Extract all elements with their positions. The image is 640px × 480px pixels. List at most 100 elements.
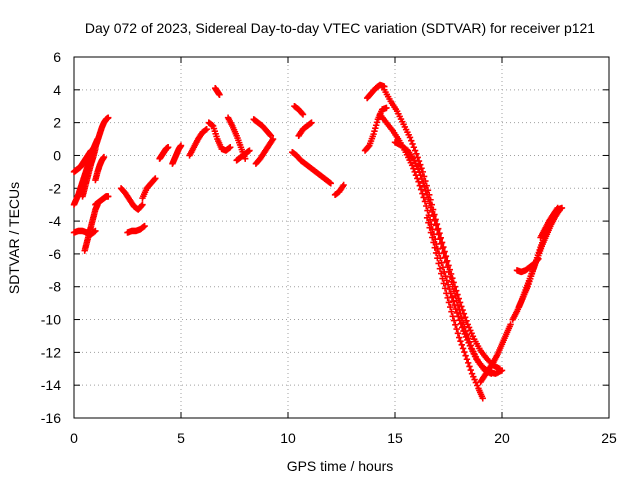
data-point <box>416 182 424 189</box>
data-point <box>425 219 432 226</box>
series-arc12 <box>156 144 172 162</box>
y-tick-label: -4 <box>49 213 62 229</box>
data-point <box>535 255 542 263</box>
data-point <box>418 175 426 183</box>
data-point <box>454 330 462 337</box>
data-point <box>463 331 471 338</box>
y-tick-label: 0 <box>53 147 61 163</box>
series-arc25 <box>363 81 388 102</box>
data-point <box>299 111 307 118</box>
plot-frame <box>73 56 610 419</box>
data-point <box>411 147 419 154</box>
data-point <box>434 254 441 262</box>
data-point <box>444 257 451 265</box>
x-axis-label: GPS time / hours <box>287 458 394 474</box>
data-point <box>449 313 456 320</box>
data-point <box>440 280 447 287</box>
data-point <box>373 119 381 126</box>
y-axis-label: SDTVAR / TECUs <box>6 182 22 294</box>
data-point <box>443 290 450 297</box>
y-tick-label: -16 <box>41 410 61 426</box>
data-point <box>340 181 347 189</box>
data-point <box>216 91 223 98</box>
y-tick-label: 4 <box>53 82 61 98</box>
series-arc35 <box>537 204 566 241</box>
data-point <box>438 270 445 277</box>
data-point <box>409 140 416 148</box>
axis-ticks: 0 5 10 15 20 25 -16 -14 -12 -10 -8 -6 -4 -2 0 2 4 6 <box>41 49 617 446</box>
data-point <box>463 317 470 325</box>
data-point <box>427 229 435 236</box>
data-point <box>436 265 444 272</box>
data-point <box>308 119 315 126</box>
data-point <box>430 212 437 220</box>
data-point <box>438 239 446 246</box>
data-point <box>139 201 146 208</box>
data-point <box>427 204 435 211</box>
series-arc15 <box>205 119 234 154</box>
data-point <box>269 135 277 143</box>
series-arc8 <box>92 153 108 184</box>
data-point <box>416 168 423 176</box>
data-point <box>457 338 464 345</box>
y-tick-label: -14 <box>41 377 61 393</box>
data-point <box>457 310 464 318</box>
series-arc5 <box>79 145 99 200</box>
data-point <box>420 179 427 187</box>
series-arc13 <box>169 142 185 167</box>
data-point <box>266 131 274 138</box>
data-point <box>459 319 467 326</box>
data-point <box>423 202 430 210</box>
data-point <box>298 110 306 117</box>
series-arc20 <box>252 135 277 167</box>
data-point <box>435 260 442 267</box>
data-point <box>450 317 458 324</box>
series-arc6 <box>92 114 112 151</box>
data-point <box>414 154 421 161</box>
data-point <box>408 137 415 144</box>
data-point <box>429 234 436 241</box>
data-point <box>466 363 473 370</box>
x-tick-label: 15 <box>387 430 403 446</box>
x-tick-label: 5 <box>177 430 185 446</box>
chart-title: Day 072 of 2023, Sidereal Day-to-day VTE… <box>85 20 595 36</box>
data-point <box>435 225 442 232</box>
y-tick-label: 2 <box>53 115 61 131</box>
data-point <box>458 341 465 349</box>
data-point <box>417 171 424 179</box>
data-point <box>418 165 425 172</box>
data-point <box>436 235 444 243</box>
data-point <box>463 356 471 363</box>
data-point <box>448 278 455 286</box>
x-tick-label: 25 <box>601 430 617 446</box>
data-point <box>419 190 426 197</box>
data-point <box>339 183 346 190</box>
data-point <box>437 234 444 242</box>
data-point <box>456 334 463 341</box>
data-point <box>105 193 112 200</box>
data-point <box>417 186 425 193</box>
series-arc22 <box>295 119 315 139</box>
data-point <box>372 122 380 129</box>
series-arc14 <box>186 126 210 159</box>
data-point <box>413 163 421 170</box>
series-arc9 <box>117 185 146 213</box>
data-point <box>461 323 468 330</box>
data-point <box>412 160 419 167</box>
data-point <box>467 342 474 349</box>
data-point <box>370 130 377 138</box>
data-point <box>442 253 450 260</box>
data-point <box>436 230 443 237</box>
data-point <box>449 283 456 290</box>
series-arc19 <box>250 116 275 139</box>
data-point <box>459 345 467 352</box>
data-point <box>453 297 460 304</box>
x-tick-label: 20 <box>494 430 510 446</box>
series-arc18 <box>233 147 253 164</box>
data-point <box>432 249 440 257</box>
data-point <box>430 239 437 246</box>
data-point <box>372 125 379 132</box>
series-arc29 <box>391 139 495 377</box>
data-point <box>473 382 481 389</box>
